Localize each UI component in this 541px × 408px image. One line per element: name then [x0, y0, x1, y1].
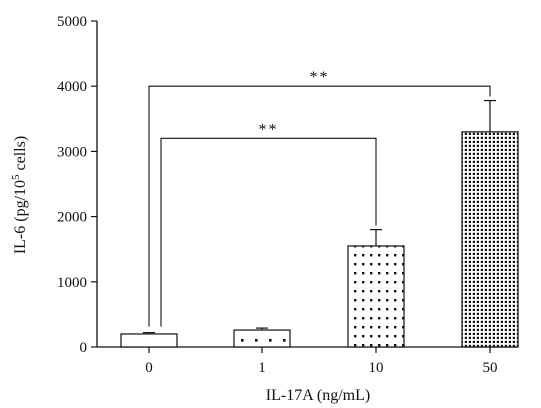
x-tick-label: 50 — [483, 360, 498, 376]
y-axis-title-main: IL-6 (pg/10 — [12, 180, 29, 254]
y-tick-label: 4000 — [57, 79, 87, 95]
significance-bracket — [160, 137, 377, 327]
significance-label: ** — [259, 121, 279, 138]
bar-10 — [347, 245, 405, 348]
bar-50 — [461, 131, 519, 348]
y-tick-label: 2000 — [57, 210, 87, 226]
axes: 0 1000 2000 3000 4000 5000 0 1 10 50 — [57, 14, 517, 376]
x-tick-label: 0 — [145, 360, 153, 376]
y-axis-title: IL-6 (pg/105 cells) — [10, 136, 29, 254]
significance-label: ** — [310, 69, 330, 86]
y-tick-label: 3000 — [57, 144, 87, 160]
x-tick-label: 1 — [258, 360, 266, 376]
bars — [120, 131, 519, 348]
significance-brackets: ** ** — [148, 69, 491, 327]
y-axis-title-superscript: 5 — [10, 174, 22, 180]
x-axis-title: IL-17A (ng/mL) — [266, 387, 370, 404]
y-tick-label: 1000 — [57, 275, 87, 291]
y-tick-label: 5000 — [57, 14, 87, 30]
bar-1 — [233, 329, 291, 348]
y-tick-label: 0 — [80, 340, 88, 356]
y-axis-title-tail: cells) — [12, 136, 29, 175]
error-bars — [143, 99, 496, 334]
x-tick-label: 10 — [369, 360, 384, 376]
significance-bracket — [148, 85, 491, 327]
bar-0 — [120, 333, 178, 348]
